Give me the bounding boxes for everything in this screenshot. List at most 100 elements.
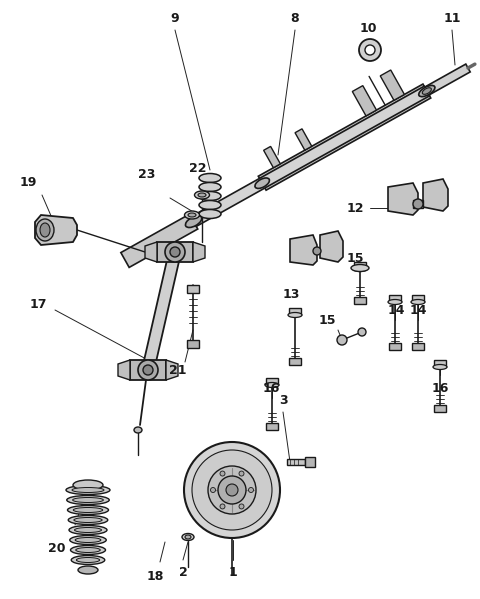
Ellipse shape bbox=[199, 174, 221, 183]
Ellipse shape bbox=[422, 88, 432, 94]
Polygon shape bbox=[388, 183, 418, 215]
Polygon shape bbox=[193, 242, 205, 262]
Circle shape bbox=[413, 199, 423, 209]
Ellipse shape bbox=[73, 507, 103, 513]
Text: 10: 10 bbox=[359, 22, 377, 35]
Ellipse shape bbox=[185, 535, 191, 539]
Circle shape bbox=[220, 504, 225, 509]
Circle shape bbox=[218, 476, 246, 504]
Polygon shape bbox=[413, 200, 423, 208]
Polygon shape bbox=[434, 360, 446, 367]
Ellipse shape bbox=[185, 216, 202, 228]
Ellipse shape bbox=[68, 516, 108, 525]
Ellipse shape bbox=[66, 486, 110, 495]
Ellipse shape bbox=[411, 300, 425, 304]
Ellipse shape bbox=[184, 211, 200, 219]
Text: 22: 22 bbox=[189, 162, 207, 174]
Text: 11: 11 bbox=[443, 11, 461, 25]
Text: 15: 15 bbox=[346, 252, 364, 265]
Circle shape bbox=[239, 504, 244, 509]
Ellipse shape bbox=[182, 534, 194, 540]
Polygon shape bbox=[412, 295, 424, 302]
Ellipse shape bbox=[36, 219, 54, 241]
Ellipse shape bbox=[76, 558, 100, 562]
Circle shape bbox=[313, 247, 321, 255]
Circle shape bbox=[220, 471, 225, 476]
Ellipse shape bbox=[68, 506, 108, 515]
Circle shape bbox=[358, 328, 366, 336]
Circle shape bbox=[226, 484, 238, 496]
Ellipse shape bbox=[265, 383, 279, 388]
Text: 21: 21 bbox=[169, 364, 187, 377]
Ellipse shape bbox=[72, 498, 103, 503]
Circle shape bbox=[365, 45, 375, 55]
Ellipse shape bbox=[433, 365, 447, 370]
Polygon shape bbox=[121, 214, 198, 267]
Ellipse shape bbox=[199, 192, 221, 201]
Circle shape bbox=[170, 247, 180, 257]
Text: 14: 14 bbox=[387, 304, 405, 316]
Text: 15: 15 bbox=[318, 313, 336, 326]
Polygon shape bbox=[434, 405, 446, 412]
Text: 14: 14 bbox=[409, 304, 427, 316]
Text: 1: 1 bbox=[228, 565, 238, 579]
Text: 2: 2 bbox=[179, 565, 187, 579]
Text: 9: 9 bbox=[171, 11, 180, 25]
Polygon shape bbox=[145, 242, 157, 262]
Ellipse shape bbox=[198, 193, 206, 197]
Ellipse shape bbox=[353, 267, 367, 271]
Text: 3: 3 bbox=[279, 394, 288, 407]
Polygon shape bbox=[266, 378, 278, 385]
Polygon shape bbox=[389, 343, 401, 350]
Text: 12: 12 bbox=[346, 201, 364, 214]
Polygon shape bbox=[157, 242, 193, 262]
Text: 19: 19 bbox=[19, 177, 36, 189]
Polygon shape bbox=[380, 70, 404, 100]
Circle shape bbox=[208, 466, 256, 514]
Circle shape bbox=[249, 488, 253, 492]
Ellipse shape bbox=[74, 528, 101, 533]
Ellipse shape bbox=[199, 183, 221, 192]
Ellipse shape bbox=[40, 223, 50, 237]
Polygon shape bbox=[289, 308, 301, 315]
Polygon shape bbox=[118, 360, 130, 380]
Polygon shape bbox=[264, 146, 280, 168]
Polygon shape bbox=[266, 423, 278, 430]
Ellipse shape bbox=[388, 300, 402, 304]
Polygon shape bbox=[354, 297, 366, 304]
Ellipse shape bbox=[74, 518, 102, 522]
Ellipse shape bbox=[70, 536, 106, 544]
Polygon shape bbox=[352, 86, 376, 116]
Polygon shape bbox=[166, 360, 178, 380]
Ellipse shape bbox=[351, 265, 369, 271]
Polygon shape bbox=[305, 457, 315, 467]
Polygon shape bbox=[354, 262, 366, 269]
Ellipse shape bbox=[78, 566, 98, 574]
Polygon shape bbox=[258, 84, 431, 190]
Polygon shape bbox=[191, 86, 430, 226]
Text: 23: 23 bbox=[138, 168, 156, 181]
Ellipse shape bbox=[199, 201, 221, 210]
Circle shape bbox=[138, 360, 158, 380]
Text: 16: 16 bbox=[432, 382, 449, 395]
Ellipse shape bbox=[134, 427, 142, 433]
Ellipse shape bbox=[71, 546, 106, 555]
Text: 8: 8 bbox=[291, 11, 300, 25]
Polygon shape bbox=[389, 295, 401, 302]
Text: 18: 18 bbox=[146, 570, 164, 582]
Ellipse shape bbox=[288, 313, 302, 317]
Circle shape bbox=[359, 39, 381, 61]
Circle shape bbox=[143, 365, 153, 375]
Polygon shape bbox=[187, 340, 199, 348]
Polygon shape bbox=[35, 215, 77, 245]
Ellipse shape bbox=[194, 191, 209, 199]
Circle shape bbox=[184, 442, 280, 538]
Circle shape bbox=[165, 242, 185, 262]
Ellipse shape bbox=[199, 210, 221, 219]
Ellipse shape bbox=[73, 480, 103, 490]
Polygon shape bbox=[130, 360, 166, 380]
Polygon shape bbox=[290, 235, 317, 265]
Text: 17: 17 bbox=[29, 298, 47, 311]
Ellipse shape bbox=[419, 86, 435, 96]
Polygon shape bbox=[142, 250, 181, 371]
